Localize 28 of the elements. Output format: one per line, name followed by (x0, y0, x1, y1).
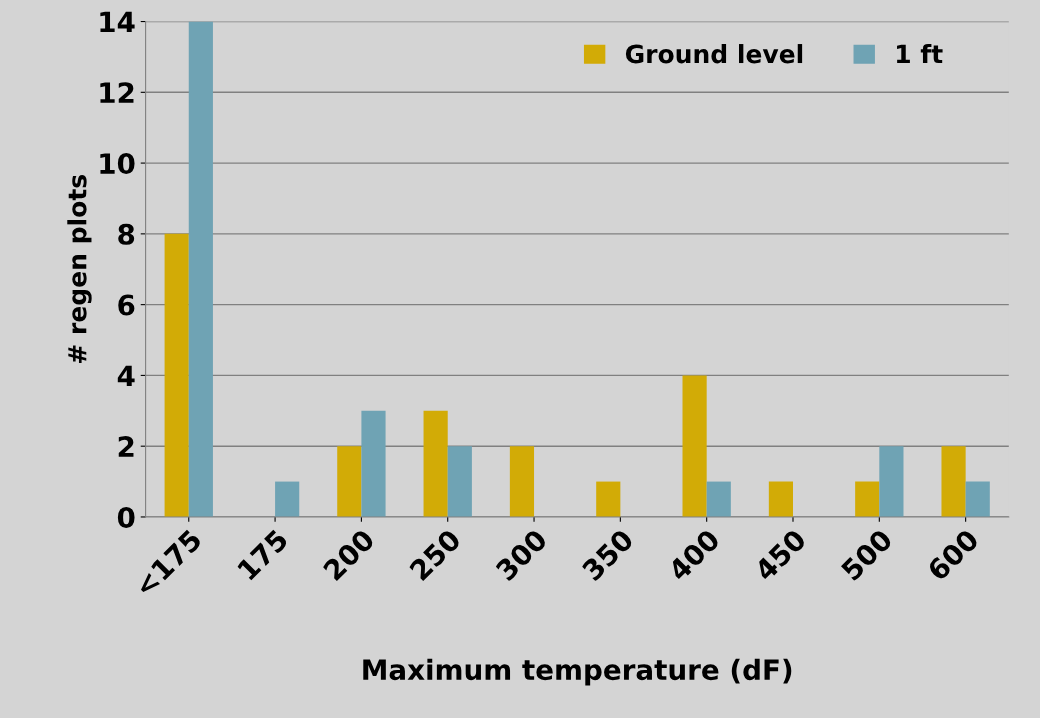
bar (447, 446, 472, 517)
y-tick-label: 10 (100, 153, 135, 175)
bar (768, 481, 793, 517)
bar (275, 481, 300, 517)
bar (361, 410, 386, 517)
bar (706, 481, 731, 517)
y-tick-label: 14 (100, 11, 135, 33)
bar (188, 21, 213, 517)
bar (164, 233, 189, 517)
legend-label: 1 ft (897, 44, 943, 64)
bar (337, 446, 362, 517)
y-tick-label: 6 (118, 294, 135, 316)
x-axis-title: Maximum temperature (dF) (363, 658, 792, 686)
bar (423, 410, 448, 517)
bar (965, 481, 990, 517)
bar (596, 481, 621, 517)
y-tick-label: 8 (118, 223, 135, 245)
legend-label: Ground level (625, 44, 803, 64)
y-tick-label: 4 (117, 365, 135, 386)
y-tick-label: 0 (117, 506, 135, 528)
y-tick-label: 12 (100, 82, 134, 103)
y-tick-label: 2 (118, 436, 134, 457)
y-axis-title: # regen plots (67, 175, 92, 363)
bar (941, 446, 966, 517)
bar (682, 375, 707, 517)
bar (509, 446, 535, 517)
bar (855, 481, 880, 517)
bar (879, 446, 904, 517)
